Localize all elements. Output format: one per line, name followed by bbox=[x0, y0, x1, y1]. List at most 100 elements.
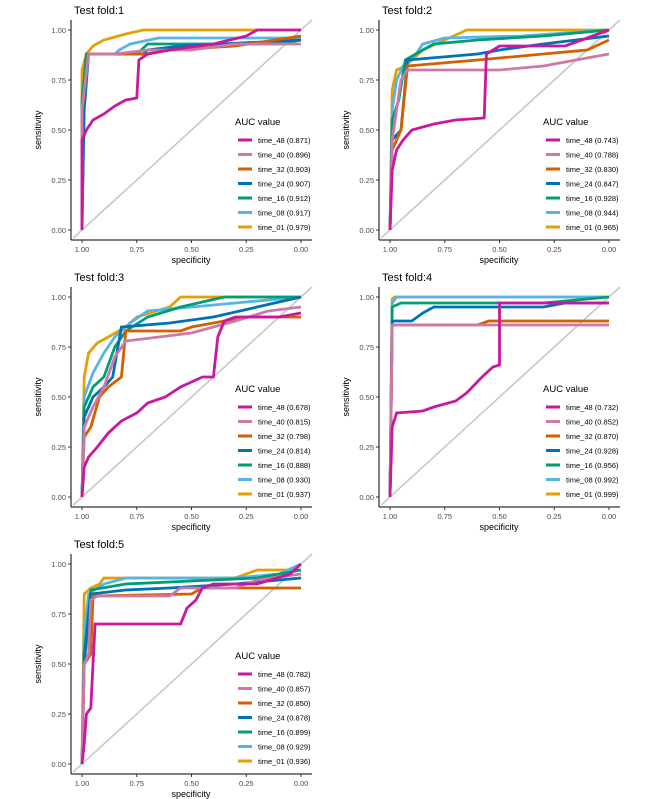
roc-curve-time-01 bbox=[80, 28, 301, 230]
legend-label: time_16 (0.888) bbox=[258, 461, 311, 470]
panel-title: Test fold:3 bbox=[74, 272, 124, 284]
x-tick-label: 0.75 bbox=[129, 779, 144, 788]
legend-title: AUC value bbox=[543, 117, 588, 128]
x-tick-label: 0.00 bbox=[602, 512, 617, 521]
legend-label: time_40 (0.815) bbox=[258, 418, 311, 427]
y-tick-label: 0.00 bbox=[51, 760, 66, 769]
y-axis-label: sensitivity bbox=[341, 377, 351, 417]
legend-label: time_01 (0.979) bbox=[258, 223, 311, 232]
legend-label: time_24 (0.878) bbox=[258, 714, 311, 723]
x-axis-label: specificity bbox=[479, 255, 519, 265]
y-tick-label: 0.25 bbox=[51, 443, 66, 452]
roc-curve-time-16 bbox=[388, 28, 610, 231]
x-tick-label: 1.00 bbox=[75, 245, 90, 254]
legend-label: time_32 (0.830) bbox=[566, 165, 619, 174]
y-tick-label: 0.00 bbox=[359, 493, 374, 502]
legend-label: time_40 (0.857) bbox=[258, 685, 311, 694]
legend-title: AUC value bbox=[235, 651, 280, 662]
y-tick-label: 0.50 bbox=[359, 393, 374, 402]
x-tick-label: 1.00 bbox=[383, 245, 398, 254]
y-tick-label: 0.50 bbox=[51, 393, 66, 402]
roc-curve-time-48 bbox=[80, 562, 302, 765]
x-tick-label: 0.25 bbox=[239, 245, 254, 254]
y-tick-label: 0.00 bbox=[51, 493, 66, 502]
legend-label: time_32 (0.850) bbox=[258, 699, 311, 708]
legend-label: time_01 (0.999) bbox=[566, 490, 619, 499]
y-tick-label: 0.25 bbox=[359, 443, 374, 452]
x-tick-label: 0.75 bbox=[129, 245, 144, 254]
roc-curve-time-48 bbox=[80, 311, 302, 498]
y-axis-label: sensitivity bbox=[341, 110, 351, 150]
reference-diagonal bbox=[380, 19, 621, 239]
x-tick-label: 0.00 bbox=[294, 245, 309, 254]
y-tick-label: 1.00 bbox=[51, 26, 66, 35]
roc-curve-time-32 bbox=[388, 38, 610, 231]
legend-label: time_01 (0.936) bbox=[258, 757, 311, 766]
x-tick-label: 0.00 bbox=[294, 512, 309, 521]
legend-label: time_48 (0.732) bbox=[566, 403, 619, 412]
legend: AUC value time_48 (0.782) time_40 (0.857) t… bbox=[235, 651, 311, 766]
x-tick-label: 0.25 bbox=[547, 512, 562, 521]
roc-curve-time-01 bbox=[80, 295, 301, 498]
y-tick-label: 0.25 bbox=[359, 176, 374, 185]
y-tick-label: 0.25 bbox=[51, 176, 66, 185]
legend-label: time_24 (0.814) bbox=[258, 447, 311, 456]
y-tick-label: 0.00 bbox=[359, 226, 374, 235]
roc-curve-time-48 bbox=[388, 301, 609, 498]
legend-label: time_48 (0.678) bbox=[258, 403, 311, 412]
legend-label: time_32 (0.903) bbox=[258, 165, 311, 174]
x-tick-label: 0.50 bbox=[492, 512, 507, 521]
panel-title: Test fold:2 bbox=[382, 5, 432, 17]
y-tick-label: 1.00 bbox=[359, 293, 374, 302]
x-tick-label: 0.75 bbox=[437, 245, 452, 254]
panel-title: Test fold:5 bbox=[74, 539, 124, 551]
legend-label: time_48 (0.743) bbox=[566, 136, 619, 145]
roc-panel-fold-2: Test fold:2 0.00 0.25 0.50 0.75 1.00 1.00 0.75 0… bbox=[341, 5, 621, 265]
reference-diagonal bbox=[72, 553, 313, 773]
x-tick-label: 0.50 bbox=[184, 779, 199, 788]
legend: AUC value time_48 (0.732) time_40 (0.852) t… bbox=[543, 384, 619, 499]
y-tick-label: 0.50 bbox=[51, 660, 66, 669]
legend-label: time_08 (0.930) bbox=[258, 476, 311, 485]
y-tick-label: 0.00 bbox=[51, 226, 66, 235]
roc-curve-time-08 bbox=[80, 295, 302, 498]
x-tick-label: 0.50 bbox=[184, 245, 199, 254]
roc-curve-time-40 bbox=[388, 52, 610, 231]
legend-label: time_24 (0.847) bbox=[566, 180, 619, 189]
y-tick-label: 0.75 bbox=[51, 343, 66, 352]
roc-curve-time-40 bbox=[80, 42, 301, 230]
y-axis-label: sensitivity bbox=[33, 110, 43, 150]
roc-curve-time-48 bbox=[80, 28, 301, 230]
y-tick-label: 0.75 bbox=[359, 76, 374, 85]
panel-title: Test fold:1 bbox=[74, 5, 124, 17]
roc-panel-fold-3: Test fold:3 0.00 0.25 0.50 0.75 1.00 1.00 0.75 0… bbox=[33, 272, 313, 532]
legend-label: time_48 (0.871) bbox=[258, 136, 311, 145]
x-tick-label: 0.25 bbox=[239, 512, 254, 521]
legend-label: time_01 (0.937) bbox=[258, 490, 311, 499]
legend-label: time_08 (0.992) bbox=[566, 476, 619, 485]
y-axis-label: sensitivity bbox=[33, 377, 43, 417]
y-tick-label: 0.75 bbox=[51, 76, 66, 85]
y-tick-label: 0.50 bbox=[51, 126, 66, 135]
y-tick-label: 0.75 bbox=[51, 610, 66, 619]
roc-curve-time-32 bbox=[80, 315, 301, 498]
x-tick-label: 0.25 bbox=[547, 245, 562, 254]
legend-title: AUC value bbox=[235, 117, 280, 128]
x-axis-label: specificity bbox=[171, 255, 211, 265]
y-axis-label: sensitivity bbox=[33, 644, 43, 684]
legend-label: time_40 (0.896) bbox=[258, 151, 311, 160]
roc-curve-time-24 bbox=[80, 295, 302, 498]
x-tick-label: 1.00 bbox=[75, 779, 90, 788]
reference-diagonal bbox=[380, 286, 621, 506]
x-tick-label: 0.75 bbox=[437, 512, 452, 521]
legend-title: AUC value bbox=[543, 384, 588, 395]
legend-label: time_08 (0.929) bbox=[258, 743, 311, 752]
y-tick-label: 1.00 bbox=[359, 26, 374, 35]
x-axis-label: specificity bbox=[479, 522, 519, 532]
y-tick-label: 0.50 bbox=[359, 126, 374, 135]
legend-label: time_40 (0.852) bbox=[566, 418, 619, 427]
y-tick-label: 1.00 bbox=[51, 560, 66, 569]
legend-label: time_08 (0.944) bbox=[566, 209, 619, 218]
roc-panel-fold-1: Test fold:1 0.00 0.25 0.50 0.75 1.00 1.00 0.75 0… bbox=[33, 5, 313, 265]
